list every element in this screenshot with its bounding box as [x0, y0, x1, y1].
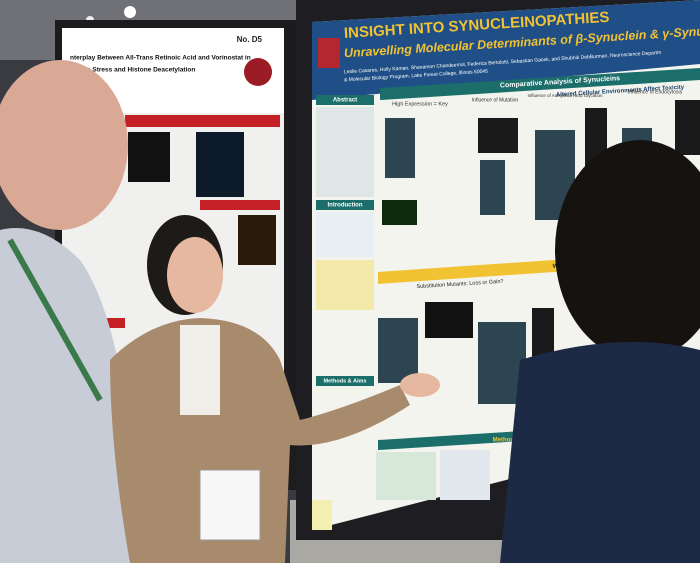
section-title: Introduction: [328, 203, 363, 209]
section-header: [316, 200, 374, 210]
ceiling-light: [124, 6, 136, 18]
figure: [385, 118, 415, 178]
section-header: [316, 95, 374, 105]
figure: [316, 212, 374, 257]
woman-hand: [400, 373, 440, 397]
man-shirt: [0, 228, 140, 563]
figure: [196, 132, 244, 197]
sticky-note: [312, 500, 332, 530]
man-head: [0, 60, 128, 230]
section-header: [316, 376, 374, 386]
lanyard: [7, 238, 103, 402]
panel-title: Influence of Endocytosis: [628, 89, 683, 95]
figure: [238, 215, 276, 265]
text-block: [316, 260, 374, 310]
red-header: [200, 200, 280, 210]
panel-title: Influence of Acetylation and Glycation: [527, 93, 603, 98]
section-title: Abstract: [333, 98, 357, 104]
woman-shirt: [180, 325, 220, 415]
text-block: [316, 107, 374, 197]
right-poster-header: [312, 0, 700, 100]
logo: [244, 58, 272, 86]
figure: [675, 100, 700, 155]
section-title: Methods & Aims: [324, 378, 367, 384]
left-poster-title: idative Stress and Histone Deacetylation: [70, 67, 195, 74]
red-header: [195, 115, 280, 127]
figure: [376, 452, 436, 500]
red-header: [125, 115, 195, 127]
figure: [478, 118, 518, 153]
poster-number: No. D5: [237, 35, 263, 44]
panel-title: Influence of Mutation: [472, 97, 519, 103]
logo: [318, 38, 340, 68]
name-badge: [199, 469, 261, 541]
section-title: Methods: [493, 438, 518, 444]
left-poster-title: nterplay Between All-Trans Retinoic Acid…: [70, 55, 251, 62]
woman-face: [167, 237, 223, 313]
figure: [128, 132, 170, 182]
panel-title: Substitution Mutants: Loss or Gain?: [416, 279, 503, 290]
panel-title: High Expression = Key: [392, 101, 448, 107]
figure: [378, 318, 418, 383]
person-hair: [555, 140, 700, 360]
person-jacket: [500, 342, 700, 563]
figure: [480, 160, 505, 215]
figure: [440, 450, 490, 500]
section-header: [380, 68, 700, 100]
figure: [425, 302, 473, 338]
figure: [382, 200, 417, 225]
